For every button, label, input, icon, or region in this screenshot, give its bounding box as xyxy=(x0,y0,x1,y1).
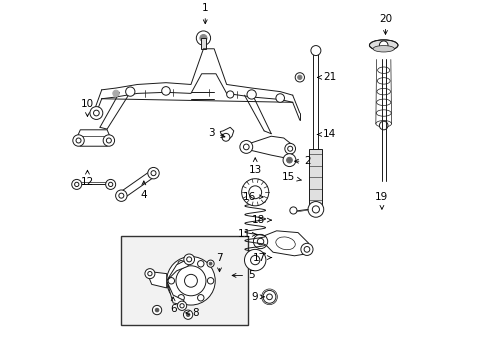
Circle shape xyxy=(183,254,194,265)
Text: 5: 5 xyxy=(232,270,254,280)
Circle shape xyxy=(310,46,320,55)
Circle shape xyxy=(284,143,295,154)
Text: 12: 12 xyxy=(81,170,94,187)
Circle shape xyxy=(226,91,233,98)
Circle shape xyxy=(103,135,114,146)
Text: 2: 2 xyxy=(294,156,310,166)
Circle shape xyxy=(72,179,81,189)
Text: 20: 20 xyxy=(378,14,391,34)
Circle shape xyxy=(275,94,284,102)
Ellipse shape xyxy=(375,110,390,116)
Circle shape xyxy=(379,41,387,49)
Text: 3: 3 xyxy=(208,128,224,138)
Ellipse shape xyxy=(377,78,389,84)
Text: 15: 15 xyxy=(282,172,301,182)
Text: 9: 9 xyxy=(251,292,264,302)
Polygon shape xyxy=(166,259,192,281)
Text: 6: 6 xyxy=(169,297,176,314)
Text: 10: 10 xyxy=(81,99,94,116)
Circle shape xyxy=(297,75,302,80)
Ellipse shape xyxy=(372,46,394,52)
Text: 13: 13 xyxy=(248,158,261,175)
Circle shape xyxy=(178,294,184,301)
Text: 8: 8 xyxy=(185,308,199,318)
Circle shape xyxy=(244,249,265,271)
Circle shape xyxy=(155,308,159,312)
Polygon shape xyxy=(201,38,205,49)
Circle shape xyxy=(246,90,256,99)
Circle shape xyxy=(209,262,212,265)
Circle shape xyxy=(240,140,252,153)
Circle shape xyxy=(295,73,304,82)
Text: 4: 4 xyxy=(140,181,147,200)
Text: 16: 16 xyxy=(243,192,263,202)
Circle shape xyxy=(147,167,159,179)
Polygon shape xyxy=(258,231,308,256)
Circle shape xyxy=(197,294,203,301)
Text: 11: 11 xyxy=(237,229,256,239)
Circle shape xyxy=(263,291,275,303)
Ellipse shape xyxy=(377,67,389,73)
Bar xyxy=(121,236,247,325)
Circle shape xyxy=(166,257,215,305)
Text: 17: 17 xyxy=(252,253,271,262)
Circle shape xyxy=(266,294,272,300)
Circle shape xyxy=(379,121,387,130)
Circle shape xyxy=(283,154,295,167)
Bar xyxy=(309,149,322,206)
Circle shape xyxy=(162,87,170,95)
Circle shape xyxy=(186,313,189,316)
Polygon shape xyxy=(77,130,110,146)
Ellipse shape xyxy=(375,121,391,127)
Ellipse shape xyxy=(275,237,295,250)
Circle shape xyxy=(206,260,214,267)
Text: 19: 19 xyxy=(374,192,388,209)
Circle shape xyxy=(183,310,192,319)
Circle shape xyxy=(144,269,155,279)
Circle shape xyxy=(105,179,116,189)
Circle shape xyxy=(286,157,292,163)
Circle shape xyxy=(115,190,127,201)
Circle shape xyxy=(125,87,135,96)
Text: 21: 21 xyxy=(317,72,336,82)
Circle shape xyxy=(300,243,312,256)
Circle shape xyxy=(176,266,205,296)
Circle shape xyxy=(178,261,184,267)
Text: 18: 18 xyxy=(251,215,271,225)
Circle shape xyxy=(113,90,119,96)
Polygon shape xyxy=(220,127,233,140)
Circle shape xyxy=(196,31,210,45)
Text: 1: 1 xyxy=(202,3,208,24)
Circle shape xyxy=(222,133,229,141)
Circle shape xyxy=(241,179,268,206)
Circle shape xyxy=(248,186,261,199)
Ellipse shape xyxy=(376,89,390,95)
Polygon shape xyxy=(148,272,166,288)
Text: 14: 14 xyxy=(317,130,336,139)
Polygon shape xyxy=(244,136,292,158)
Text: 7: 7 xyxy=(216,253,223,272)
Circle shape xyxy=(184,274,197,287)
Circle shape xyxy=(312,206,319,213)
Circle shape xyxy=(253,234,267,249)
Circle shape xyxy=(200,35,206,42)
Polygon shape xyxy=(166,281,183,305)
Circle shape xyxy=(73,135,84,146)
Circle shape xyxy=(207,278,213,284)
Circle shape xyxy=(307,202,323,217)
Ellipse shape xyxy=(376,99,390,105)
Circle shape xyxy=(90,107,102,120)
Circle shape xyxy=(289,207,296,214)
Circle shape xyxy=(152,305,162,315)
Ellipse shape xyxy=(368,40,397,50)
Circle shape xyxy=(168,278,174,284)
Circle shape xyxy=(197,261,203,267)
Circle shape xyxy=(177,301,186,310)
